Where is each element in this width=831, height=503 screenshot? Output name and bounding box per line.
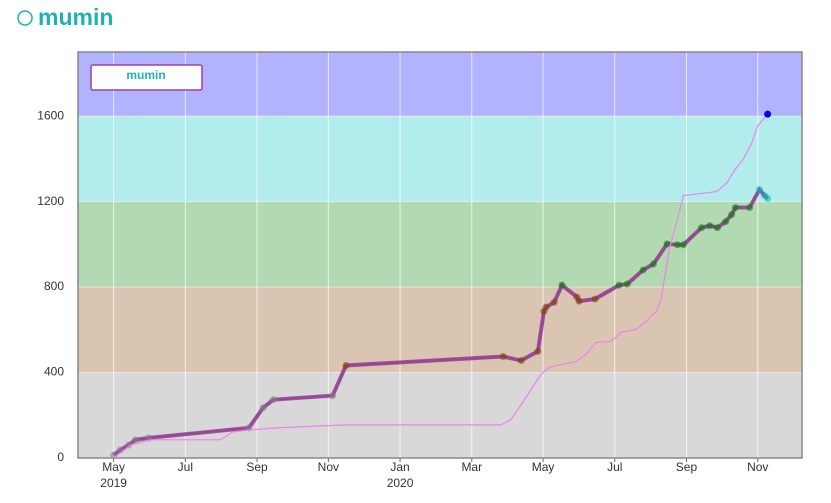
data-point <box>746 204 754 212</box>
x-year-label: 2019 <box>100 476 127 490</box>
x-tick-label: May <box>532 460 555 474</box>
data-point <box>591 295 599 303</box>
data-point <box>728 211 736 219</box>
y-tick-label: 1200 <box>37 194 64 208</box>
data-point <box>663 240 671 248</box>
data-point <box>125 441 133 449</box>
data-point <box>649 260 657 268</box>
data-point <box>698 224 706 232</box>
data-point <box>731 204 739 212</box>
x-tick-label: May <box>102 460 125 474</box>
data-point <box>329 392 337 400</box>
rating-band <box>78 116 802 202</box>
title-icon <box>17 10 33 26</box>
x-year-label: 2020 <box>387 476 414 490</box>
data-point <box>517 357 525 365</box>
rating-band <box>78 372 802 458</box>
chart-title: mumin <box>38 4 113 30</box>
series-line <box>113 113 769 459</box>
x-tick-label: Nov <box>747 460 768 474</box>
x-tick-label: Sep <box>246 460 268 474</box>
legend-label: mumin <box>126 68 165 82</box>
data-point <box>575 297 583 305</box>
rating-band <box>78 201 802 288</box>
data-point <box>499 353 507 360</box>
data-point <box>679 241 687 249</box>
y-tick-label: 400 <box>44 365 64 379</box>
data-point <box>764 195 772 203</box>
data-point <box>615 281 623 289</box>
data-point <box>550 298 558 306</box>
data-point <box>623 280 631 288</box>
data-point <box>259 404 267 412</box>
data-point <box>542 303 550 311</box>
x-tick-label: Sep <box>676 460 698 474</box>
data-point <box>558 281 566 289</box>
data-point <box>713 224 721 232</box>
data-point <box>132 436 140 444</box>
x-tick-label: Jan <box>390 460 409 474</box>
data-point <box>706 222 714 230</box>
y-tick-label: 800 <box>44 279 64 293</box>
data-point <box>764 110 772 118</box>
data-point <box>755 186 763 194</box>
data-point <box>722 218 730 226</box>
data-point <box>639 266 647 274</box>
y-tick-label: 0 <box>57 450 64 464</box>
x-tick-label: Jul <box>178 460 193 474</box>
data-point <box>269 396 277 404</box>
x-tick-label: Nov <box>318 460 339 474</box>
legend-box <box>90 64 203 91</box>
data-point <box>673 241 681 249</box>
data-point <box>534 347 542 355</box>
plot-frame <box>77 51 803 459</box>
x-tick-label: Mar <box>461 460 482 474</box>
y-tick-label: 1600 <box>37 108 64 122</box>
x-tick-label: Jul <box>607 460 622 474</box>
data-point <box>342 361 350 369</box>
